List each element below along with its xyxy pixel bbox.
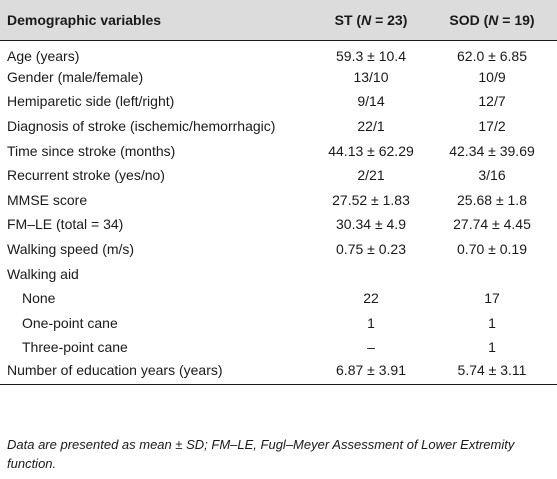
row-label: Walking aid — [7, 265, 79, 282]
cell-st: 44.13 ± 62.29 — [328, 142, 414, 159]
cell-st: 22/1 — [357, 118, 385, 135]
table-row: Walking speed (m/s) 0.75 ± 0.23 0.70 ± 0… — [0, 237, 557, 262]
cell-st — [315, 261, 427, 286]
table-header-row: Demographic variables ST (N = 23) SOD (N… — [0, 0, 557, 40]
cell-st: 1 — [367, 314, 375, 331]
cell-sod: 12/7 — [478, 93, 506, 110]
cell-sod: 10/9 — [478, 68, 506, 85]
cell-st: 22 — [363, 290, 379, 307]
table-row: Hemiparetic side (left/right) 9/14 12/7 — [0, 89, 557, 114]
row-label: Diagnosis of stroke (ischemic/hemorrhagi… — [7, 118, 276, 135]
cell-sod: 1 — [488, 314, 496, 331]
cell-sod: 1 — [488, 339, 496, 356]
table-footnote: Data are presented as mean ± SD; FM–LE, … — [7, 437, 515, 471]
table-row: Recurrent stroke (yes/no) 2/21 3/16 — [0, 163, 557, 188]
cell-st: 9/14 — [357, 93, 385, 110]
cell-sod: 42.34 ± 39.69 — [449, 142, 535, 159]
table-row: Diagnosis of stroke (ischemic/hemorrhagi… — [0, 114, 557, 139]
row-label: Time since stroke (months) — [7, 142, 176, 159]
cell-sod: 25.68 ± 1.8 — [457, 191, 527, 208]
table-row: Time since stroke (months) 44.13 ± 62.29… — [0, 138, 557, 163]
cell-sod: 17/2 — [478, 118, 506, 135]
cell-st: 30.34 ± 4.9 — [336, 216, 406, 233]
row-label: FM–LE (total = 34) — [7, 216, 124, 233]
cell-sod: 17 — [484, 290, 500, 307]
header-sod-n: N — [488, 11, 499, 28]
header-sod-prefix: SOD ( — [449, 11, 489, 28]
row-label: None — [22, 290, 56, 307]
demographics-table: Demographic variables ST (N = 23) SOD (N… — [0, 0, 557, 385]
row-label: Walking speed (m/s) — [7, 241, 135, 258]
header-sod-suffix: = 19) — [498, 11, 535, 28]
cell-st: 13/10 — [353, 68, 389, 85]
header-st-suffix: = 23) — [371, 11, 408, 28]
cell-st: 27.52 ± 1.83 — [332, 191, 410, 208]
header-st: ST (N = 23) — [315, 0, 427, 40]
cell-st: 6.87 ± 3.91 — [336, 361, 406, 378]
header-st-prefix: ST ( — [334, 11, 362, 28]
cell-sod: 5.74 ± 3.11 — [457, 361, 527, 378]
cell-st: 2/21 — [357, 167, 385, 184]
table-row: Walking aid — [0, 261, 557, 286]
cell-sod: 3/16 — [478, 167, 506, 184]
cell-st: 0.75 ± 0.23 — [336, 241, 406, 258]
table-row: Three-point cane – 1 — [0, 335, 557, 360]
cell-sod: 62.0 ± 6.85 — [457, 47, 527, 64]
row-label: Number of education years (years) — [7, 361, 223, 378]
row-label: Hemiparetic side (left/right) — [7, 93, 175, 110]
cell-sod: 0.70 ± 0.19 — [457, 241, 527, 258]
header-demographic-variables: Demographic variables — [7, 11, 162, 28]
cell-sod — [427, 261, 557, 286]
row-label: One-point cane — [22, 314, 118, 331]
header-st-n: N — [361, 11, 372, 28]
cell-st: 59.3 ± 10.4 — [336, 47, 406, 64]
header-sod: SOD (N = 19) — [427, 0, 557, 40]
table-row: None 22 17 — [0, 286, 557, 311]
cell-sod: 27.74 ± 4.45 — [453, 216, 531, 233]
table-row: FM–LE (total = 34) 30.34 ± 4.9 27.74 ± 4… — [0, 212, 557, 237]
row-label: Recurrent stroke (yes/no) — [7, 167, 165, 184]
table-row: Gender (male/female) 13/10 10/9 — [0, 65, 557, 90]
cell-st: – — [367, 339, 375, 356]
table-row: Age (years) 59.3 ± 10.4 62.0 ± 6.85 — [0, 40, 557, 65]
table-row: MMSE score 27.52 ± 1.83 25.68 ± 1.8 — [0, 188, 557, 213]
row-label: Three-point cane — [22, 339, 128, 356]
table-row: One-point cane 1 1 — [0, 311, 557, 336]
row-label: MMSE score — [7, 191, 88, 208]
row-label: Age (years) — [7, 47, 80, 64]
table-row: Number of education years (years) 6.87 ±… — [0, 360, 557, 385]
row-label: Gender (male/female) — [7, 68, 144, 85]
